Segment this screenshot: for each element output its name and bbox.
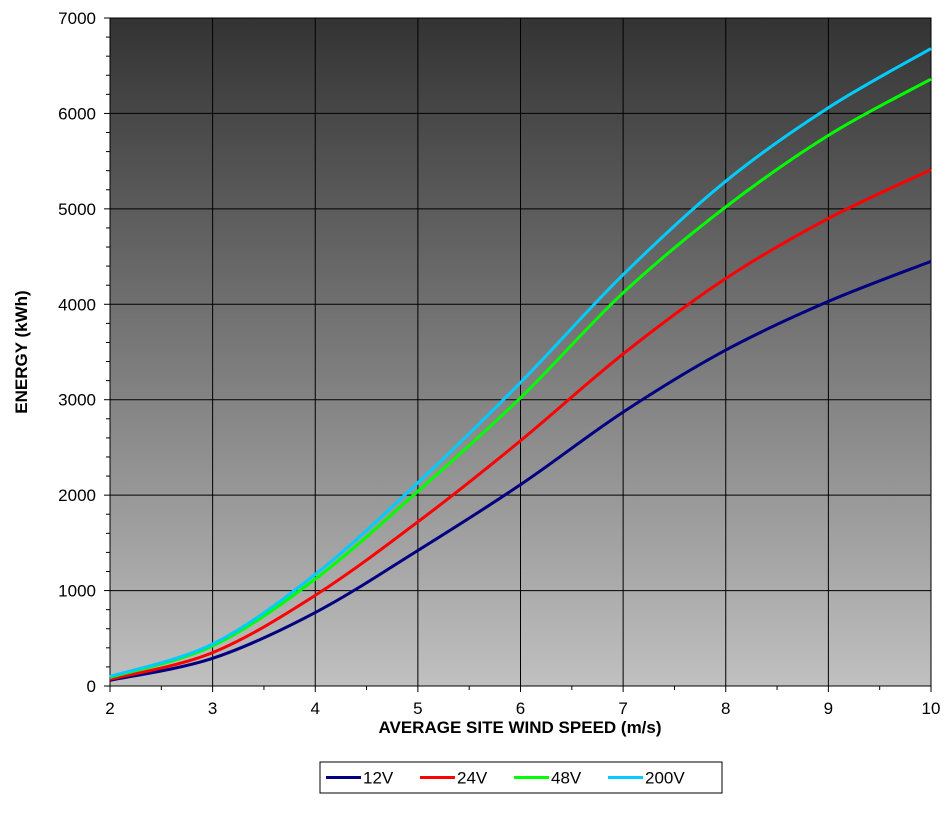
x-tick-label: 5 [413, 699, 422, 718]
y-tick-label: 0 [87, 677, 96, 696]
y-tick-label: 5000 [58, 200, 96, 219]
x-tick-label: 10 [922, 699, 941, 718]
series-line-48v [109, 77, 932, 679]
x-tick-label: 9 [824, 699, 833, 718]
y-tick-label: 3000 [58, 391, 96, 410]
legend-label: 48V [551, 769, 582, 788]
legend-label: 200V [645, 769, 685, 788]
x-tick-label: 6 [516, 699, 525, 718]
x-tick-label: 2 [105, 699, 114, 718]
series-lines [109, 47, 932, 682]
y-tick-label: 7000 [58, 9, 96, 28]
y-axis-title: ENERGY (kWh) [12, 290, 31, 413]
x-tick-label: 3 [208, 699, 217, 718]
legend-label: 24V [457, 769, 488, 788]
x-axis-title: AVERAGE SITE WIND SPEED (m/s) [378, 718, 661, 737]
x-tick-label: 4 [311, 699, 320, 718]
y-tick-label: 6000 [58, 104, 96, 123]
axes [104, 17, 932, 692]
x-tick-label: 8 [721, 699, 730, 718]
legend: 12V 24V 48V 200V [319, 761, 723, 794]
x-tick-label: 7 [618, 699, 627, 718]
plot-border [109, 17, 932, 687]
series-line-24v [109, 168, 932, 681]
y-tick-label: 1000 [58, 582, 96, 601]
tick-labels: 2 3 4 5 6 7 8 9 10 0 1000 2000 3000 4000 5000 6000 7000 [58, 9, 940, 718]
legend-label: 12V [363, 769, 394, 788]
series-line-12v [109, 259, 932, 682]
series-line-200v [109, 47, 932, 678]
y-tick-label: 4000 [58, 295, 96, 314]
y-tick-label: 2000 [58, 486, 96, 505]
